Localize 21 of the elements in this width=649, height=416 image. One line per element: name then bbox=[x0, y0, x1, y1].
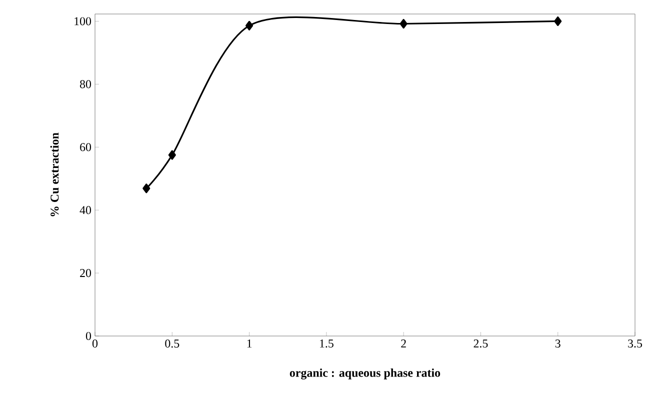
point bbox=[168, 150, 176, 160]
x-tick-label: 1.5 bbox=[320, 340, 334, 348]
y-axis-title: % Cu extraction bbox=[50, 132, 59, 216]
point bbox=[245, 20, 254, 30]
x-tick-label: 2 bbox=[401, 340, 406, 348]
x-tick-label: 0.5 bbox=[165, 340, 180, 348]
point bbox=[142, 184, 150, 194]
y-tick-label: 40 bbox=[80, 206, 92, 214]
point bbox=[554, 16, 562, 26]
x-tick-label: 1 bbox=[247, 340, 252, 348]
x-tick-label: 2.5 bbox=[474, 340, 488, 348]
y-tick-label: 0 bbox=[86, 332, 92, 340]
x-tick-label: 3.5 bbox=[628, 340, 642, 348]
x-axis-title: organic : aqueous phase ratio bbox=[290, 368, 440, 380]
y-tick-label: 80 bbox=[80, 80, 92, 88]
x-tick-label: 0 bbox=[92, 340, 98, 348]
y-tick-label: 100 bbox=[74, 17, 92, 26]
y-tick-label: 20 bbox=[80, 269, 92, 278]
point bbox=[400, 18, 408, 29]
x-tick-label: 3 bbox=[555, 340, 560, 348]
y-tick-label: 60 bbox=[80, 143, 92, 152]
